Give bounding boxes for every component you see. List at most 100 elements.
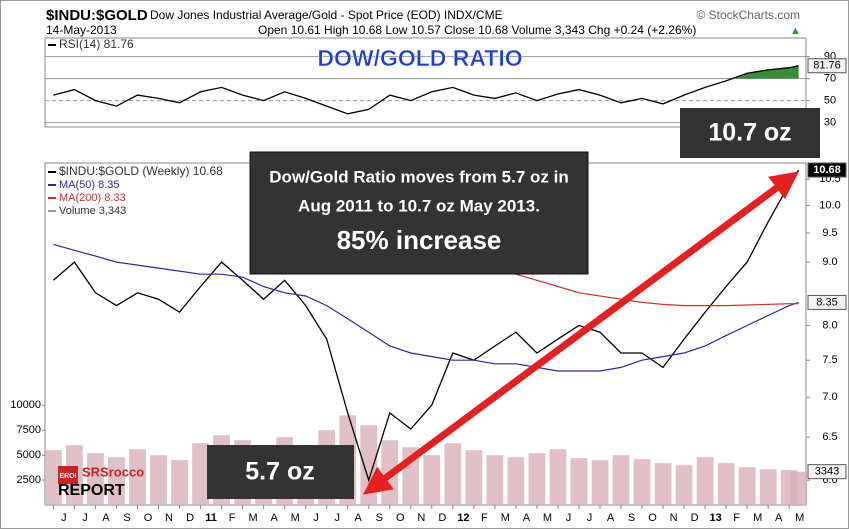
up-arrow: ▲ xyxy=(790,25,801,37)
legend-entry: RSI(14) 81.76 xyxy=(59,37,134,51)
legend-swatch xyxy=(48,210,56,212)
chart-title: DOW/GOLD RATIO xyxy=(317,45,522,71)
x-tick-label: N xyxy=(670,512,678,524)
x-tick-label: A xyxy=(102,512,110,524)
volume-bar xyxy=(150,455,167,505)
volume-bar xyxy=(87,453,104,505)
volume-bar xyxy=(549,449,567,505)
y-tick-label: 10.0 xyxy=(819,199,840,211)
y2-tick-label: 7500 xyxy=(17,424,41,436)
x-tick-label: 11 xyxy=(205,512,217,524)
x-tick-label: M xyxy=(501,512,510,524)
volume-bar xyxy=(507,457,525,505)
last-value-box xyxy=(807,162,847,178)
annotation-line: Dow/Gold Ratio moves from 5.7 oz in xyxy=(269,167,568,186)
x-tick-label: F xyxy=(229,512,236,524)
x-tick-label: S xyxy=(123,512,130,524)
x-tick-label: F xyxy=(733,512,740,524)
volume-bar xyxy=(612,455,630,505)
legend-swatch xyxy=(48,197,56,199)
last-value-box xyxy=(807,464,847,480)
legend-entry: MA(50) 8.35 xyxy=(59,179,120,191)
x-tick-label: J xyxy=(313,512,319,524)
x-tick-label: M xyxy=(795,512,804,524)
legend-swatch xyxy=(48,184,56,186)
logo-icon xyxy=(58,466,78,484)
x-tick-label: A xyxy=(523,512,531,524)
low-label: 5.7 oz xyxy=(245,458,314,486)
annotation-increase: 85% increase xyxy=(337,225,502,255)
last-value-label: 3343 xyxy=(815,466,839,478)
volume-bar xyxy=(360,425,378,505)
x-tick-label: A xyxy=(270,512,278,524)
high-box xyxy=(680,108,820,158)
volume-bar xyxy=(738,467,756,505)
x-tick-label: F xyxy=(481,512,488,524)
legend-entry: Volume 3,343 xyxy=(59,205,126,217)
x-tick-label: 13 xyxy=(709,512,721,524)
x-tick-label: S xyxy=(628,512,635,524)
legend-entry: $INDU:$GOLD (Weekly) 10.68 xyxy=(59,164,223,178)
x-tick-label: M xyxy=(249,512,258,524)
y-tick-label: 9.0 xyxy=(822,256,837,268)
x-tick-label: A xyxy=(355,512,363,524)
legend-entry: MA(200) 8.33 xyxy=(59,192,126,204)
source: © StockCharts.com xyxy=(696,8,800,22)
volume-bar xyxy=(675,465,693,505)
y-tick-label: 6.5 xyxy=(822,431,837,443)
trend-arrow xyxy=(363,171,799,495)
volume-bar xyxy=(633,459,651,505)
volume-bar xyxy=(591,460,609,505)
last-value-box xyxy=(807,58,847,74)
y2-tick-label: 5000 xyxy=(17,449,41,461)
volume-bar xyxy=(444,443,462,505)
quote: Open 10.61 High 10.68 Low 10.57 Close 10… xyxy=(258,23,696,37)
last-value-label: 81.76 xyxy=(813,60,841,72)
volume-bar xyxy=(192,443,209,505)
y-tick-label: 30 xyxy=(824,117,836,129)
rsi-panel xyxy=(44,37,807,128)
y-tick-label: 70 xyxy=(824,73,836,85)
last-value-box xyxy=(807,294,847,310)
x-tick-label: J xyxy=(587,512,593,524)
volume-bar xyxy=(486,455,504,505)
last-value-label: 10.68 xyxy=(813,164,841,176)
volume-bar xyxy=(129,449,146,505)
x-tick-label: D xyxy=(691,512,699,524)
x-tick-label: 12 xyxy=(457,512,469,524)
legend-swatch xyxy=(48,171,56,173)
x-tick-label: N xyxy=(417,512,425,524)
legend-swatch xyxy=(48,44,56,46)
logo-report: REPORT xyxy=(58,482,125,499)
y-tick-label: 8.0 xyxy=(822,319,837,331)
x-tick-label: S xyxy=(376,512,383,524)
y2-tick-label: 2500 xyxy=(17,474,41,486)
volume-bar xyxy=(108,457,125,505)
x-tick-label: D xyxy=(186,512,194,524)
logo-brand: SRSrocco xyxy=(82,464,144,479)
low-box xyxy=(207,445,354,499)
volume-bar xyxy=(171,460,188,505)
x-tick-label: N xyxy=(165,512,173,524)
x-tick-label: J xyxy=(61,512,67,524)
x-tick-label: J xyxy=(566,512,572,524)
x-tick-label: O xyxy=(396,512,405,524)
x-tick-label: M xyxy=(291,512,300,524)
y-tick-label: 7.5 xyxy=(822,354,837,366)
x-tick-label: D xyxy=(438,512,446,524)
x-tick-label: M xyxy=(753,512,762,524)
date: 14-May-2013 xyxy=(46,23,117,37)
volume-bar xyxy=(654,463,672,505)
annotation-line: Aug 2011 to 10.7 oz May 2013. xyxy=(298,196,540,215)
volume-bar xyxy=(790,471,808,505)
last-value-label: 8.35 xyxy=(816,296,837,308)
y-tick-label: 50 xyxy=(824,95,836,107)
x-tick-label: A xyxy=(607,512,615,524)
volume-bar xyxy=(45,450,62,505)
volume-bar xyxy=(528,453,546,505)
x-tick-label: O xyxy=(648,512,657,524)
annotation-box xyxy=(249,151,589,275)
description: Dow Jones Industrial Average/Gold - Spot… xyxy=(150,8,503,22)
high-label: 10.7 oz xyxy=(708,119,791,147)
